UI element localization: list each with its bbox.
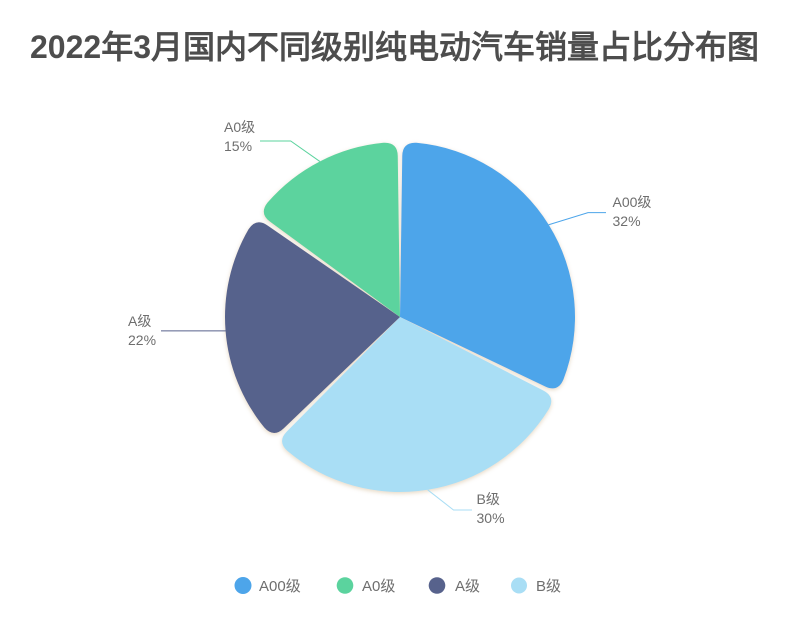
svg-text:B级: B级 xyxy=(536,578,561,595)
svg-text:A00级: A00级 xyxy=(613,194,652,210)
svg-text:A0级: A0级 xyxy=(362,578,395,595)
svg-text:A00级: A00级 xyxy=(259,578,301,595)
svg-text:32%: 32% xyxy=(613,213,641,229)
svg-text:30%: 30% xyxy=(477,510,505,526)
svg-text:22%: 22% xyxy=(128,332,156,348)
svg-text:A级: A级 xyxy=(455,578,480,595)
svg-text:15%: 15% xyxy=(224,138,252,154)
svg-text:B级: B级 xyxy=(477,491,500,507)
svg-text:A0级: A0级 xyxy=(224,119,255,135)
svg-text:A级: A级 xyxy=(128,313,151,329)
